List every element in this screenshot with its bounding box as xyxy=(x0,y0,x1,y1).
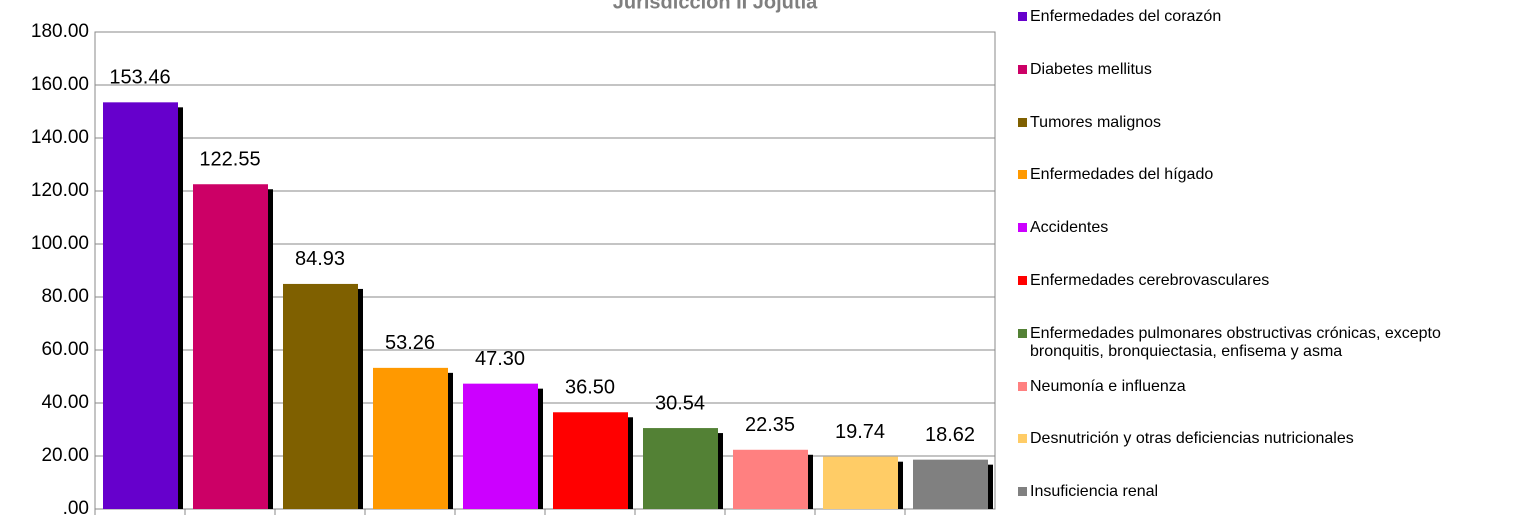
legend-swatch xyxy=(1018,434,1027,444)
bar xyxy=(103,102,178,510)
legend-item: Accidentes xyxy=(1018,219,1513,237)
y-tick-label: 140.00 xyxy=(31,127,89,148)
value-label: 18.62 xyxy=(925,424,975,446)
legend-swatch xyxy=(1018,64,1027,74)
bar xyxy=(913,459,988,509)
y-tick-label: 180.00 xyxy=(31,21,89,42)
legend-label: Tumores malignos xyxy=(1030,113,1162,131)
legend-swatch xyxy=(1018,328,1027,338)
y-tick-label: .00 xyxy=(63,498,89,516)
bar xyxy=(193,184,268,509)
y-tick-label: 40.00 xyxy=(41,392,89,413)
bar xyxy=(283,283,358,509)
bar xyxy=(823,456,898,509)
value-label: 153.46 xyxy=(109,67,170,89)
legend-item: Enfermedades del hígado xyxy=(1018,166,1513,184)
legend-label: Neumonía e influenza xyxy=(1030,377,1186,395)
legend-item: Tumores malignos xyxy=(1018,114,1513,132)
legend-label: Accidentes xyxy=(1030,219,1109,237)
bar xyxy=(733,449,808,509)
legend-item: Enfermedades pulmonares obstructivas cró… xyxy=(1018,325,1513,361)
value-label: 122.55 xyxy=(199,149,260,171)
value-label: 30.54 xyxy=(655,392,705,414)
legend-swatch xyxy=(1018,170,1027,180)
legend-label: Enfermedades cerebrovasculares xyxy=(1030,272,1270,289)
legend-item: Insuficiencia renal xyxy=(1018,483,1513,501)
legend-label: Desnutrición y otras deficiencias nutric… xyxy=(1030,430,1354,448)
chart-title: Jurisdicción II Jojutla xyxy=(613,0,818,13)
value-label: 53.26 xyxy=(385,332,435,354)
bar xyxy=(463,383,538,509)
bar xyxy=(553,412,628,509)
legend-item: Enfermedades cerebrovasculares xyxy=(1018,272,1513,290)
value-label: 36.50 xyxy=(565,377,615,399)
legend-item: Desnutrición y otras deficiencias nutric… xyxy=(1018,430,1513,448)
y-tick-label: 100.00 xyxy=(31,233,89,254)
legend-swatch xyxy=(1018,487,1027,497)
legend-label: Enfermedades del hígado xyxy=(1030,166,1214,184)
legend-item: Enfermedades del corazón xyxy=(1018,8,1513,26)
bar xyxy=(373,367,448,509)
y-tick-label: 120.00 xyxy=(31,180,89,201)
y-tick-label: 60.00 xyxy=(41,339,89,360)
y-tick-label: 80.00 xyxy=(41,286,89,307)
y-tick-label: 20.00 xyxy=(41,445,89,466)
legend-item: Diabetes mellitus xyxy=(1018,61,1513,79)
y-tick-label: 160.00 xyxy=(31,74,89,95)
legend-label: Enfermedades del corazón xyxy=(1030,8,1222,25)
legend-label: Enfermedades pulmonares obstructivas cró… xyxy=(1030,324,1441,360)
legend-swatch xyxy=(1018,223,1027,233)
value-label: 22.35 xyxy=(745,414,795,436)
chart: Jurisdicción II Jojutla .00 20.00 40.00 60.… xyxy=(31,0,996,516)
legend-swatch xyxy=(1018,381,1027,391)
legend-item: Neumonía e influenza xyxy=(1018,378,1513,396)
legend-swatch xyxy=(1018,12,1027,21)
legend-label: Diabetes mellitus xyxy=(1030,60,1152,78)
bar xyxy=(643,428,718,509)
value-label: 19.74 xyxy=(835,421,885,443)
value-label: 84.93 xyxy=(295,248,345,270)
legend-label: Insuficiencia renal xyxy=(1030,483,1159,501)
legend-swatch xyxy=(1018,276,1027,285)
legend-swatch xyxy=(1018,117,1027,127)
value-label: 47.30 xyxy=(475,348,525,370)
